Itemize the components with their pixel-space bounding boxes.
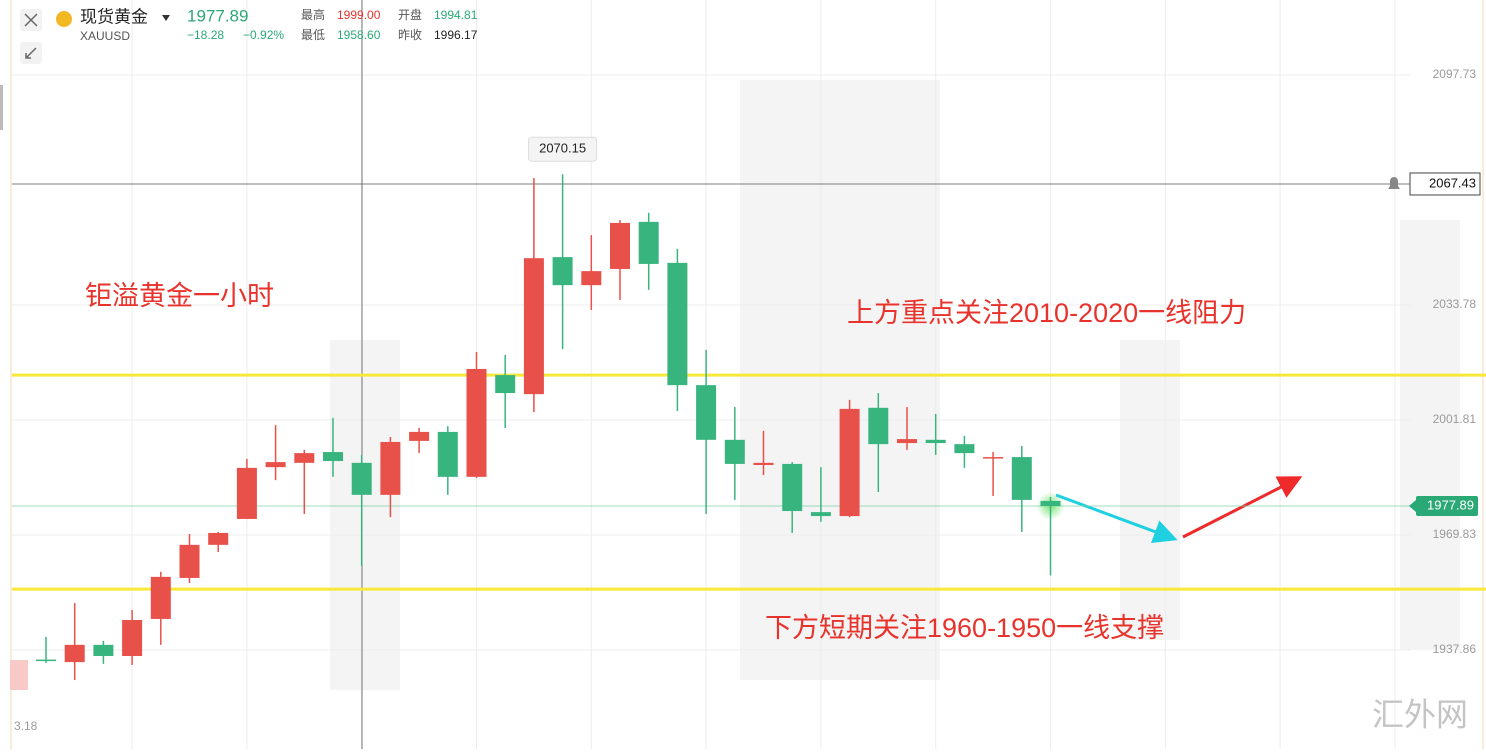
- candle-body: [294, 453, 315, 463]
- instrument-name: 现货黄金: [80, 7, 148, 26]
- candle-body: [581, 271, 602, 286]
- candle-body: [925, 439, 946, 444]
- candle-body: [810, 512, 831, 517]
- candle-body: [323, 452, 343, 462]
- close-icon: [24, 13, 38, 27]
- candle-body: [437, 431, 458, 477]
- low-label: 最低: [301, 28, 325, 42]
- y-tick-label: 1937.86: [1433, 642, 1477, 656]
- arrow-up: [1182, 476, 1303, 539]
- last-price-tag: [1416, 496, 1478, 517]
- candle-body: [638, 221, 659, 264]
- candle-body: [552, 257, 573, 286]
- candle-body: [782, 463, 803, 512]
- high-tooltip: [528, 136, 598, 162]
- candle-body: [179, 544, 200, 578]
- crosshair-price-tag: [1409, 172, 1481, 196]
- annotation: 上方重点关注2010-2020一线阻力: [847, 298, 1246, 328]
- high: 1999.00: [337, 8, 381, 22]
- watermark: 汇外网: [1372, 696, 1468, 732]
- candle-body: [36, 659, 56, 662]
- y-tick-label: 2001.81: [1433, 412, 1477, 426]
- candle-body: [954, 444, 975, 454]
- dropdown-caret[interactable]: [162, 15, 170, 21]
- open: 1994.81: [434, 8, 478, 22]
- high-tooltip-text: 2070.15: [539, 141, 586, 156]
- y-tick-label: 2097.73: [1433, 67, 1477, 81]
- candle-body: [523, 258, 544, 395]
- scroll-handle: [0, 85, 3, 130]
- arrow-down: [1055, 493, 1178, 543]
- y-tick-label: 1969.83: [1433, 527, 1477, 541]
- price: 1977.89: [187, 6, 248, 25]
- candle-body: [122, 620, 143, 656]
- symbol: XAUUSD: [80, 29, 130, 43]
- candle-body: [868, 407, 889, 445]
- candle-body: [93, 644, 114, 656]
- collapse-icon: [25, 47, 37, 59]
- prev-close: 1996.17: [434, 28, 478, 42]
- watermark-buildings: [330, 80, 1460, 690]
- candle-body: [753, 462, 774, 465]
- edge-marker: [10, 660, 28, 690]
- candle-body: [696, 385, 717, 440]
- open-label: 开盘: [398, 7, 422, 22]
- candle-body: [983, 457, 1004, 459]
- crosshair-price: 2067.43: [1429, 175, 1476, 190]
- candle-body: [1040, 500, 1061, 507]
- high-label: 最高: [301, 7, 325, 22]
- annotation: 下方短期关注1960-1950一线支撑: [765, 613, 1164, 643]
- candle-body: [897, 439, 917, 444]
- candle-body: [64, 644, 85, 663]
- candle-body: [236, 467, 257, 519]
- change: −18.28: [187, 28, 224, 42]
- candle-body: [724, 439, 745, 464]
- low: 1958.60: [337, 28, 381, 42]
- candle-body: [150, 576, 171, 619]
- candle-body: [409, 431, 430, 441]
- candle-body: [265, 462, 286, 468]
- prev-label: 昨收: [398, 28, 422, 42]
- candle-body: [839, 408, 860, 517]
- candle-body: [610, 222, 630, 269]
- last-price-tag-arrow: [1409, 500, 1416, 513]
- candle-body: [495, 375, 516, 394]
- candle-body: [1011, 457, 1032, 500]
- last-price: 1977.89: [1427, 497, 1474, 512]
- annotation: 钜溢黄金一小时: [85, 281, 274, 311]
- y-tick-label-partial: 3.18: [14, 719, 38, 733]
- candle-body: [380, 441, 401, 495]
- change-pct: −0.92%: [243, 28, 284, 42]
- candle-body: [667, 262, 688, 386]
- y-tick-label: 2033.78: [1433, 297, 1477, 311]
- gold-icon: [56, 11, 72, 27]
- candle-body: [208, 532, 229, 545]
- candle-body: [351, 462, 372, 495]
- candle-body: [466, 368, 487, 477]
- bell-icon: [1388, 176, 1400, 189]
